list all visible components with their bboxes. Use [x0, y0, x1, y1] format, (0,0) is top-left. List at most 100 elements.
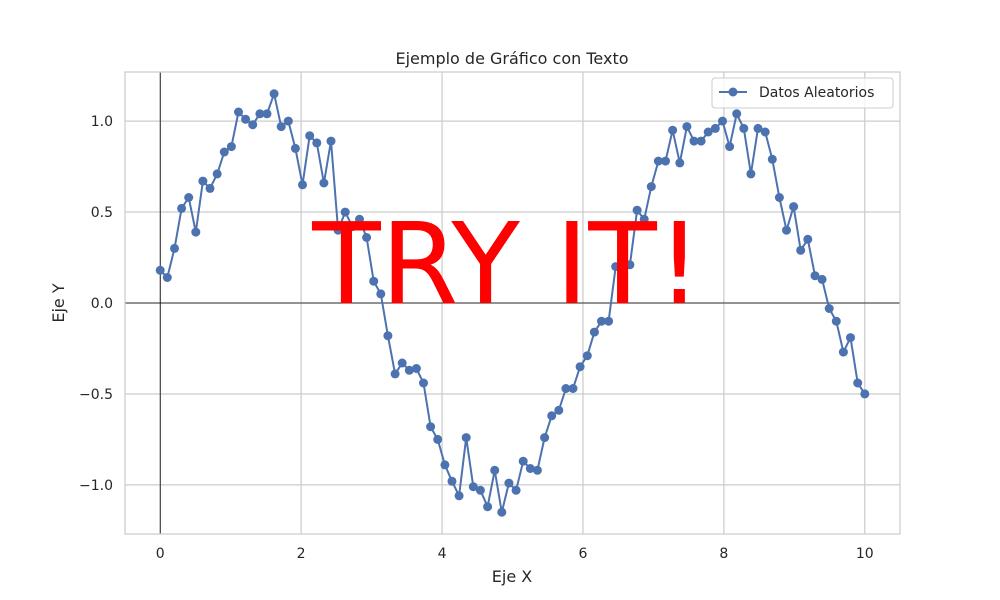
- data-point: [661, 156, 670, 166]
- data-point: [298, 180, 307, 190]
- data-point: [290, 143, 300, 153]
- x-tick-labels: 0 2 4 6 8 10: [156, 546, 874, 562]
- data-point: [340, 207, 350, 217]
- data-point: [582, 351, 592, 361]
- data-point: [369, 276, 379, 286]
- data-point: [440, 460, 450, 470]
- data-point: [817, 274, 827, 284]
- data-point: [589, 327, 599, 337]
- data-point: [362, 233, 372, 242]
- data-point: [212, 169, 222, 179]
- data-point: [454, 491, 464, 501]
- data-point: [319, 178, 329, 188]
- x-tick-label: 4: [438, 546, 447, 562]
- data-point: [262, 109, 272, 119]
- data-point: [497, 507, 507, 517]
- legend-marker-swatch: [728, 87, 738, 97]
- data-point: [824, 304, 834, 313]
- data-point: [782, 225, 791, 235]
- overlay-text: TRY IT!: [311, 200, 701, 330]
- data-point: [796, 245, 806, 255]
- data-point: [739, 123, 749, 133]
- data-point: [162, 273, 172, 282]
- data-point: [234, 107, 243, 117]
- data-point: [625, 260, 635, 270]
- data-point: [718, 116, 727, 126]
- data-point: [853, 378, 863, 388]
- data-point: [767, 154, 777, 164]
- data-point: [846, 333, 855, 343]
- data-point: [532, 465, 542, 475]
- x-tick-label: 0: [156, 546, 165, 562]
- data-point: [611, 262, 621, 272]
- y-tick-label: 0.0: [91, 296, 113, 312]
- legend: Datos Aleatorios: [711, 77, 894, 109]
- y-tick-label: 0.5: [91, 205, 113, 221]
- data-point: [326, 136, 336, 146]
- data-point: [618, 256, 628, 266]
- y-tick-label: 1.0: [91, 114, 113, 130]
- data-point: [682, 122, 692, 132]
- data-point: [419, 378, 428, 388]
- x-tick-label: 6: [578, 546, 587, 562]
- zero-lines: [125, 72, 900, 534]
- data-point: [547, 411, 557, 421]
- data-point: [504, 478, 514, 488]
- data-point: [170, 243, 179, 253]
- data-point: [597, 316, 606, 326]
- data-point: [241, 114, 251, 124]
- data-point: [490, 465, 500, 475]
- data-point: [312, 138, 322, 148]
- data-point: [333, 225, 343, 235]
- data-point: [226, 142, 236, 152]
- y-tick-label: −1.0: [79, 478, 113, 494]
- data-point: [774, 193, 784, 202]
- data-point: [511, 485, 521, 495]
- data-point: [276, 122, 286, 132]
- data-point: [283, 116, 293, 126]
- data-point: [554, 405, 564, 415]
- data-point: [789, 202, 799, 212]
- data-point: [390, 369, 400, 379]
- data-point: [725, 142, 735, 152]
- data-point: [411, 364, 421, 373]
- data-point: [433, 434, 443, 444]
- data-point: [653, 156, 663, 166]
- data-point: [760, 127, 770, 137]
- data-point: [355, 214, 364, 224]
- data-point: [177, 203, 187, 213]
- data-point: [269, 89, 279, 99]
- plot-frame: [124, 71, 901, 535]
- data-point: [191, 227, 201, 237]
- data-point: [803, 234, 813, 244]
- data-point: [575, 362, 585, 372]
- series-line: [159, 92, 866, 514]
- x-tick-label: 10: [856, 546, 874, 562]
- data-point: [675, 158, 685, 168]
- data-point: [483, 502, 493, 512]
- data-point: [710, 123, 720, 133]
- data-point: [696, 136, 706, 146]
- data-point: [646, 182, 656, 192]
- x-tick-label: 2: [297, 546, 306, 562]
- data-point: [604, 316, 614, 326]
- data-point: [447, 476, 457, 486]
- chart-title: Ejemplo de Gráfico con Texto: [395, 49, 628, 68]
- y-tick-labels: −1.0 −0.5 0.0 0.5 1.0: [79, 114, 113, 494]
- data-point: [347, 222, 357, 232]
- data-point: [860, 389, 870, 399]
- data-point: [383, 331, 393, 341]
- data-point: [561, 384, 571, 393]
- data-point: [810, 271, 820, 281]
- data-point: [376, 289, 386, 299]
- data-point: [831, 316, 841, 326]
- data-point: [205, 183, 215, 193]
- data-point: [668, 125, 678, 135]
- data-point: [426, 422, 436, 432]
- data-point: [689, 136, 699, 146]
- data-point: [255, 109, 265, 119]
- data-point: [468, 482, 478, 492]
- x-axis-label: Eje X: [492, 567, 532, 586]
- data-point: [753, 123, 763, 133]
- data-point: [305, 131, 315, 141]
